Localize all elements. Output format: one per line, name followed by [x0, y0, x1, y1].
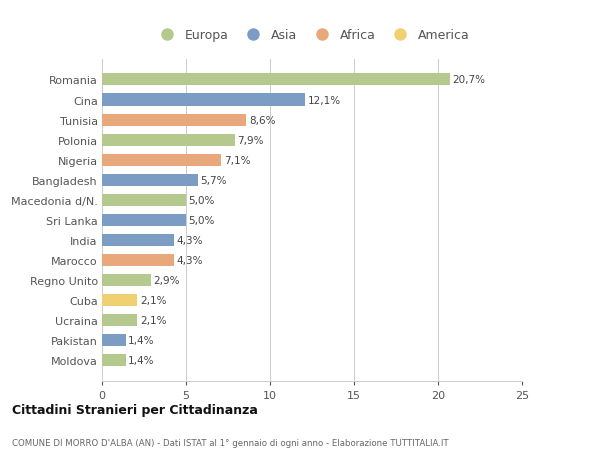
- Text: 5,0%: 5,0%: [188, 196, 215, 205]
- Bar: [102, 154, 221, 166]
- Text: 20,7%: 20,7%: [452, 75, 485, 85]
- Bar: [102, 214, 186, 226]
- Bar: [102, 314, 137, 326]
- Text: 2,1%: 2,1%: [140, 315, 166, 325]
- Text: 4,3%: 4,3%: [177, 235, 203, 245]
- Text: 5,0%: 5,0%: [188, 215, 215, 225]
- Bar: [102, 274, 151, 286]
- Legend: Europa, Asia, Africa, America: Europa, Asia, Africa, America: [149, 24, 475, 47]
- Bar: [102, 114, 247, 126]
- Text: Cittadini Stranieri per Cittadinanza: Cittadini Stranieri per Cittadinanza: [12, 403, 258, 416]
- Text: 8,6%: 8,6%: [249, 115, 275, 125]
- Bar: [102, 354, 125, 366]
- Text: 5,7%: 5,7%: [200, 175, 227, 185]
- Bar: [102, 254, 174, 266]
- Bar: [102, 174, 198, 186]
- Bar: [102, 235, 174, 246]
- Text: 12,1%: 12,1%: [308, 95, 341, 105]
- Text: 7,9%: 7,9%: [237, 135, 264, 146]
- Bar: [102, 94, 305, 106]
- Text: 4,3%: 4,3%: [177, 255, 203, 265]
- Bar: [102, 74, 450, 86]
- Text: 2,1%: 2,1%: [140, 295, 166, 305]
- Text: 7,1%: 7,1%: [224, 155, 250, 165]
- Bar: [102, 134, 235, 146]
- Text: 1,4%: 1,4%: [128, 355, 155, 365]
- Bar: [102, 334, 125, 347]
- Text: 2,9%: 2,9%: [153, 275, 180, 285]
- Text: 1,4%: 1,4%: [128, 336, 155, 345]
- Text: COMUNE DI MORRO D'ALBA (AN) - Dati ISTAT al 1° gennaio di ogni anno - Elaborazio: COMUNE DI MORRO D'ALBA (AN) - Dati ISTAT…: [12, 438, 449, 447]
- Bar: [102, 294, 137, 306]
- Bar: [102, 194, 186, 206]
